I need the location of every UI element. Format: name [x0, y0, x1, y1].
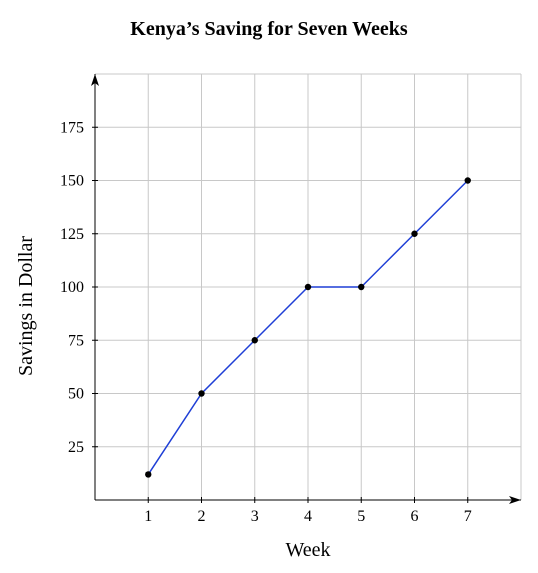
y-tick-label: 75: [68, 332, 84, 349]
data-point: [198, 390, 205, 397]
x-tick-label: 6: [411, 508, 419, 525]
data-point: [145, 471, 152, 478]
y-tick-label: 50: [68, 386, 84, 403]
x-tick-label: 7: [464, 508, 472, 525]
x-axis-arrow: [509, 496, 521, 504]
y-tick-label: 150: [60, 173, 84, 190]
x-tick-label: 4: [304, 508, 312, 525]
tick-labels: 1 2 3 4 5 6 7 25 50 75 100 125 150 175: [60, 119, 472, 525]
chart-title: Kenya’s Saving for Seven Weeks: [130, 18, 408, 40]
data-point: [464, 177, 471, 184]
data-point: [304, 283, 312, 291]
y-tick-label: 175: [60, 119, 84, 136]
y-tick-label: 125: [60, 226, 84, 243]
data-point: [358, 283, 365, 291]
y-axis-arrow: [91, 74, 99, 86]
x-axis-label: Week: [285, 539, 330, 561]
x-tick-label: 1: [144, 508, 152, 525]
series: [145, 177, 471, 478]
x-tick-label: 2: [198, 508, 206, 525]
y-tick-label: 25: [68, 439, 84, 456]
y-tick-label: 100: [60, 279, 84, 296]
axes: [91, 74, 521, 504]
data-point: [411, 230, 418, 237]
x-tick-label: 5: [357, 508, 365, 525]
y-axis-label: Savings in Dollar: [15, 236, 37, 376]
x-tick-label: 3: [251, 508, 259, 525]
data-point: [251, 337, 258, 344]
